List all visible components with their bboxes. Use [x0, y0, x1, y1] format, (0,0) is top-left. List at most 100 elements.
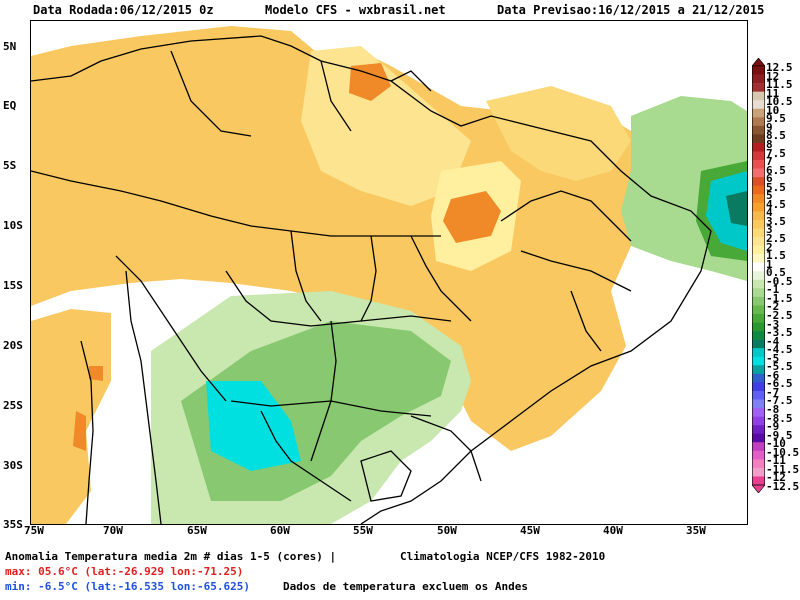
colorbar-tick-label: 11.5	[766, 78, 793, 92]
colorbar-segment	[752, 416, 765, 426]
colorbar-tick-label: -5	[766, 351, 780, 365]
colorbar-segment	[752, 382, 765, 392]
colorbar-segment	[752, 288, 765, 298]
colorbar-segment	[752, 279, 765, 289]
colorbar-segment	[752, 433, 765, 443]
colorbar-tick-label: 7	[766, 155, 773, 169]
colorbar-segment	[752, 151, 765, 161]
colorbar-segment	[752, 313, 765, 323]
colorbar-tick-label: -6	[766, 368, 780, 382]
colorbar-segment	[752, 117, 765, 127]
colorbar-segment	[752, 219, 765, 229]
colorbar-tick-label: -1.5	[766, 291, 793, 305]
lat-label-35s: 35S	[3, 518, 23, 531]
andes-note: Dados de temperatura excluem os Andes	[283, 580, 529, 593]
colorbar-segment	[752, 245, 765, 255]
lat-label-30s: 30S	[3, 459, 23, 472]
colorbar-tick-label: 3	[766, 223, 773, 237]
run-date-label: Data Rodada:06/12/2015 0z	[33, 3, 214, 17]
colorbar-tick-label: 10	[766, 103, 780, 117]
coastline-and-borders	[31, 35, 712, 524]
colorbar	[752, 58, 765, 493]
lon-label-55w: 55W	[353, 524, 373, 537]
colorbar-segment	[752, 254, 765, 263]
colorbar-segment	[752, 339, 765, 349]
colorbar-segment	[752, 425, 765, 434]
colorbar-segment	[752, 459, 765, 469]
colorbar-segment	[752, 348, 765, 358]
colorbar-segment	[752, 262, 765, 272]
colorbar-tick-label: -2	[766, 300, 780, 314]
lat-label-eq: EQ	[3, 99, 17, 112]
colorbar-segment	[752, 442, 765, 452]
colorbar-segment	[752, 305, 765, 315]
lat-label-5s: 5S	[3, 159, 17, 172]
colorbar-tick-label: -1	[766, 283, 780, 297]
colorbar-segment	[752, 450, 765, 460]
colorbar-tick-label: -6.5	[766, 377, 793, 391]
positive-anomaly-field	[31, 26, 691, 524]
colorbar-tick-label: 1	[766, 257, 773, 271]
colorbar-segment	[752, 296, 765, 306]
colorbar-tick-label: 12.5	[766, 61, 793, 74]
colorbar-tick-label: -10	[766, 437, 786, 451]
colorbar-segment	[752, 160, 765, 169]
colorbar-tick-label: -4.5	[766, 343, 793, 357]
colorbar-tick-label: -12.5	[766, 480, 800, 493]
lon-label-70w: 70W	[103, 524, 123, 537]
lat-label-5n: 5N	[3, 40, 17, 53]
colorbar-tick-label: 9	[766, 120, 773, 134]
colorbar-segment	[752, 202, 765, 212]
lat-label-15s: 15S	[3, 279, 23, 292]
colorbar-tick-label: 2.5	[766, 232, 786, 246]
colorbar-tick-label: -12	[766, 471, 786, 485]
colorbar-tick-label: -7	[766, 385, 780, 399]
colorbar-tick-label: -3.5	[766, 326, 793, 340]
lon-label-50w: 50W	[437, 524, 457, 537]
colorbar-segment	[752, 168, 765, 178]
lon-label-75w: 75W	[24, 524, 44, 537]
lon-label-35w: 35W	[686, 524, 706, 537]
colorbar-tick-label: 12	[766, 69, 780, 83]
colorbar-tick-label: 4	[766, 206, 773, 220]
colorbar-segment	[752, 185, 765, 195]
colorbar-tick-label: 10.5	[766, 95, 793, 109]
colorbar-segment	[752, 66, 765, 75]
colorbar-tick-label: 7.5	[766, 146, 786, 160]
colorbar-top-arrow	[752, 58, 765, 67]
colorbar-segment	[752, 194, 765, 204]
colorbar-segment	[752, 125, 765, 135]
colorbar-segment	[752, 91, 765, 101]
negative-anomaly-field	[151, 96, 747, 524]
colorbar-tick-label: 6	[766, 172, 773, 186]
colorbar-tick-label: 9.5	[766, 112, 786, 126]
colorbar-tick-label: -11.5	[766, 462, 800, 476]
colorbar-tick-label: 5.5	[766, 180, 786, 194]
colorbar-segment	[752, 331, 765, 340]
colorbar-tick-label: -8.5	[766, 411, 793, 425]
colorbar-tick-label: 4.5	[766, 197, 786, 211]
lon-label-40w: 40W	[603, 524, 623, 537]
colorbar-segment	[752, 108, 765, 118]
colorbar-segment	[752, 228, 765, 238]
temperature-anomaly-map	[30, 20, 748, 525]
colorbar-tick-label: 1.5	[766, 249, 786, 263]
colorbar-tick-label: 6.5	[766, 163, 786, 177]
colorbar-tick-label: 8	[766, 137, 773, 151]
colorbar-segment	[752, 134, 765, 144]
colorbar-segment	[752, 100, 765, 110]
colorbar-tick-label: -3	[766, 317, 780, 331]
lon-label-45w: 45W	[520, 524, 540, 537]
colorbar-tick-label: 3.5	[766, 214, 786, 228]
colorbar-tick-label: -2.5	[766, 308, 793, 322]
colorbar-segment	[752, 476, 765, 486]
colorbar-segment	[752, 365, 765, 375]
colorbar-tick-label: 0.5	[766, 266, 786, 280]
colorbar-tick-label: -4	[766, 334, 780, 348]
colorbar-tick-label: -8	[766, 403, 780, 417]
map-title: Anomalia Temperatura media 2m # dias 1-5…	[5, 550, 337, 563]
colorbar-tick-label: -7.5	[766, 394, 793, 408]
min-value-label: min: -6.5°C (lat:-16.535 lon:-65.625)	[5, 580, 251, 593]
climatology-label: Climatologia NCEP/CFS 1982-2010	[400, 550, 606, 563]
colorbar-tick-label: -0.5	[766, 274, 793, 288]
